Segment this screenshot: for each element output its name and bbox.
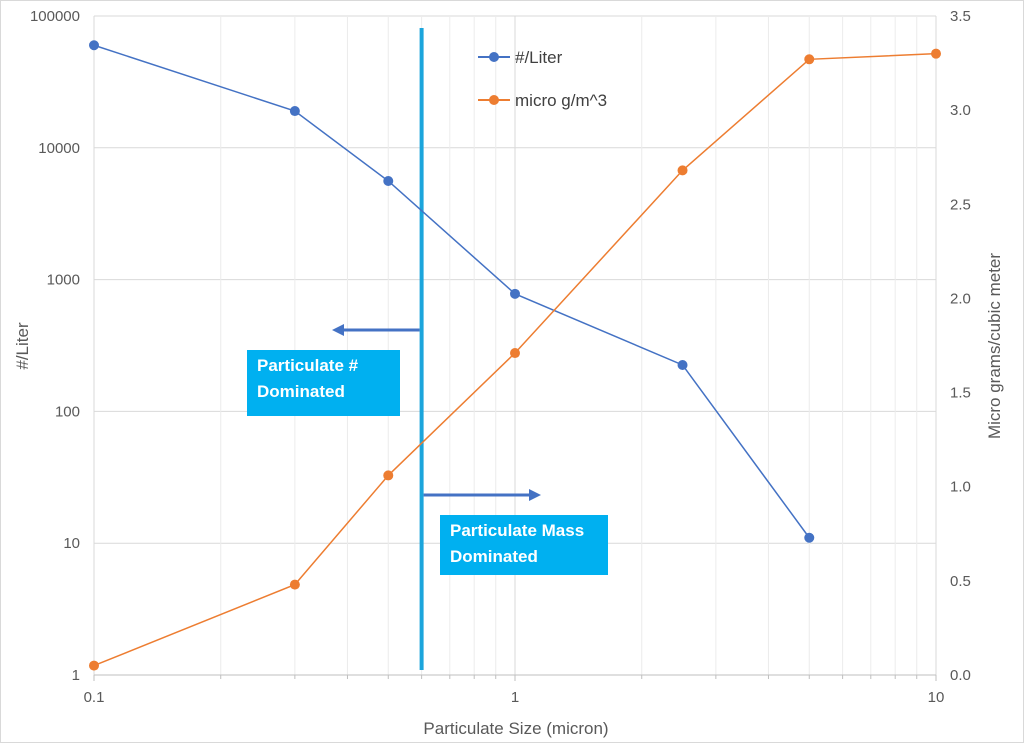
data-point (931, 48, 941, 59)
y-tick-label: 1 (72, 667, 80, 684)
data-point (383, 470, 394, 481)
y-axis-tick-labels: 1 10 100 1000 10000 100000 (30, 8, 80, 684)
data-point (510, 288, 520, 299)
arrow-right-head (529, 489, 541, 501)
callout-line: Dominated (257, 382, 345, 401)
data-point (677, 165, 688, 176)
y-tick-label: 10 (63, 535, 80, 552)
y2-tick-label: 1.5 (950, 385, 971, 402)
data-point (804, 532, 815, 543)
data-point (510, 348, 520, 359)
data-point (804, 54, 815, 65)
callout-line: Particulate Mass (450, 521, 585, 540)
legend-label: #/Liter (515, 48, 563, 67)
callout-line: Dominated (450, 547, 538, 566)
data-point (289, 106, 300, 117)
y2-tick-label: 2.0 (950, 290, 971, 307)
series-layer (89, 40, 941, 671)
y-tick-label: 100 (55, 403, 80, 420)
y2-tick-label: 2.5 (950, 196, 971, 213)
x-axis-title: Particulate Size (micron) (423, 719, 608, 738)
callout-line: Particulate # (257, 356, 359, 375)
y2-tick-label: 3.0 (950, 102, 971, 119)
data-point (289, 579, 300, 590)
x-tick-label: 1 (511, 689, 519, 706)
y2-tick-label: 0.5 (950, 573, 971, 590)
callout-particulate-mass-dominated: Particulate Mass Dominated (440, 515, 608, 575)
data-point (89, 40, 99, 51)
x-tick-label: 10 (928, 689, 945, 706)
data-point (677, 359, 688, 370)
y2-axis-title: Micro grams/cubic meter (985, 253, 1004, 439)
y2-tick-label: 1.0 (950, 479, 971, 496)
x-tick-label: 0.1 (84, 689, 105, 706)
arrow-left-head (332, 324, 344, 336)
y-tick-label: 100000 (30, 8, 80, 25)
legend-marker (489, 95, 499, 105)
y-axis-title: #/Liter (13, 322, 32, 370)
series-line-number-per-liter (93, 44, 810, 539)
y2-tick-label: 3.5 (950, 8, 971, 25)
y2-tick-label: 0.0 (950, 667, 971, 684)
legend: #/Liter micro g/m^3 (478, 48, 607, 110)
legend-entry-micrograms: micro g/m^3 (478, 91, 607, 110)
legend-label: micro g/m^3 (515, 91, 607, 110)
annotation-layer (332, 28, 541, 670)
y-tick-label: 1000 (47, 272, 80, 289)
legend-marker (489, 52, 499, 62)
x-axis-tick-labels: 0.1 1 10 (84, 689, 945, 706)
y-tick-label: 10000 (38, 140, 80, 157)
data-point (383, 175, 394, 186)
data-point (89, 660, 99, 671)
legend-entry-number-per-liter: #/Liter (478, 48, 563, 67)
y2-axis-tick-labels: 0.0 0.5 1.0 1.5 2.0 2.5 3.0 3.5 (950, 8, 971, 684)
callout-particulate-number-dominated: Particulate # Dominated (247, 350, 400, 416)
